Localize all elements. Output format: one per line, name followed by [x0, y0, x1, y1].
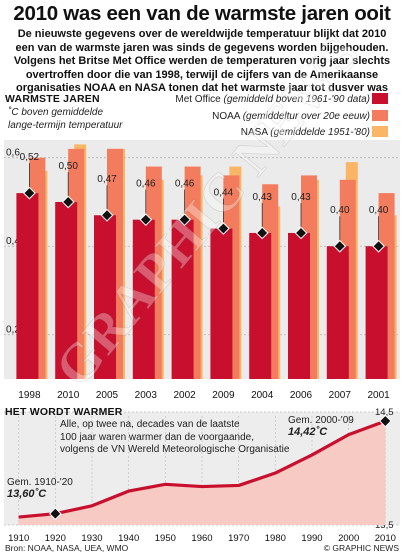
data-label: 0,52: [20, 152, 40, 163]
x-tick-label: 1920: [45, 533, 66, 544]
value-marker: [100, 208, 114, 222]
bar-met-office: [288, 232, 310, 379]
value-marker: [294, 226, 308, 240]
value-marker: [61, 195, 75, 209]
y-tick-label: 14,5: [375, 407, 394, 418]
credit: © GRAPHIC NEWS: [323, 543, 399, 553]
bar-met-office: [132, 219, 155, 379]
y-tick-label: 0,4: [6, 236, 20, 247]
x-tick-label: 2000: [338, 533, 359, 544]
x-tick-label: 1980: [265, 533, 286, 544]
bar-met-office: [365, 246, 388, 379]
series-line: [18, 419, 386, 519]
x-tick-label: 2002: [173, 390, 196, 401]
annotation-1910-20: Gem. 1910-'20 13,60˚C: [7, 477, 73, 500]
caption-line: volgens de VN Wereld Meteorologische Org…: [60, 444, 290, 455]
value-marker: [139, 213, 153, 227]
legend-note: (gemiddeltur over 20e eeuw): [242, 111, 370, 122]
legend-swatch-met-office: [372, 93, 388, 104]
legend-name: Met Office: [175, 94, 221, 105]
ylabel-line: ˚C boven gemiddelde: [8, 107, 104, 118]
x-tick-label: 1940: [118, 533, 139, 544]
x-tick-label: 2005: [96, 390, 119, 401]
y-tick-label: 0,2: [6, 325, 20, 336]
intro-line: een van de warmste jaren was sinds de ge…: [15, 41, 389, 54]
data-label: 0,44: [214, 188, 234, 199]
value-marker: [217, 222, 230, 235]
data-label: 0,43: [291, 192, 311, 203]
bar-chart-ylabel: ˚C boven gemiddelde lange-termijn temper…: [8, 107, 123, 132]
x-tick-label: 2010: [57, 390, 80, 401]
intro-line: organisaties NOAA en NASA tonen dat het …: [15, 82, 389, 95]
data-label: 0,43: [252, 192, 272, 203]
value-marker: [333, 239, 347, 253]
annotation-marker: [48, 507, 62, 521]
caption-line: Alle, op twee na, decades van de laatste: [60, 419, 240, 430]
intro-text: De nieuwste gegevens over de wereldwijde…: [2, 28, 402, 96]
bar-met-office: [16, 193, 39, 379]
x-tick-label: 1998: [18, 390, 41, 401]
bar-met-office: [249, 232, 272, 379]
data-label: 0,40: [330, 205, 350, 216]
x-tick-label: 1950: [155, 533, 176, 544]
x-tick-label: 1970: [228, 533, 249, 544]
x-tick-label: 2001: [367, 390, 390, 401]
annotation-value: 13,60˚C: [7, 488, 47, 500]
bar-chart: 0,2 0,4 0,6 0,52 1998 0,50 2010 0,47 2005 0,46 200…: [4, 140, 400, 401]
bar-met-office: [326, 246, 349, 379]
legend-swatch-nasa: [372, 126, 388, 137]
legend-entry-noaa: NOAA (gemiddeltur over 20e eeuw): [212, 111, 370, 122]
annotation-label: Gem. 1910-'20: [7, 477, 73, 488]
bar-met-office: [94, 215, 116, 379]
y-tick-label: 0,6: [6, 148, 20, 159]
legend-swatch-noaa: [372, 110, 388, 121]
legend-note: (gemiddelde 1951-'80): [270, 127, 370, 138]
x-tick-label: 2003: [135, 390, 158, 401]
x-tick-label: 1930: [81, 533, 102, 544]
annotation-marker: [378, 414, 392, 428]
intro-line: De nieuwste gegevens over de wereldwijde…: [17, 28, 387, 40]
intro-line: overtroffen door die van 1998, terwijl d…: [25, 68, 379, 81]
area-chart: 14,5 13,5 1910 1920 1930 1940 1950 1960 1970 1980…: [4, 407, 400, 544]
x-tick-label: 1990: [301, 533, 322, 544]
x-tick-label: 1910: [8, 533, 29, 544]
legend-name: NOAA: [212, 111, 240, 122]
page-title: 2010 was een van de warmste jaren ooit: [13, 2, 391, 25]
area-chart-caption: Alle, op twee na, decades van de laatste…: [60, 419, 290, 457]
source-note: Bron: NOAA, NASA, UEA, WMO: [5, 543, 129, 553]
area-chart-title: HET WORDT WARMER: [5, 406, 123, 418]
value-marker: [23, 186, 36, 200]
bar-met-office: [210, 228, 233, 379]
y-tick-label: 13,5: [375, 520, 394, 531]
x-tick-label: 2004: [251, 390, 274, 401]
x-tick-label: 2007: [329, 390, 352, 401]
annotation-value: 14,42˚C: [288, 426, 328, 438]
bar-met-office: [171, 219, 194, 379]
value-marker: [372, 239, 385, 253]
annotation-2000-09: Gem. 2000-'09 14,42˚C: [288, 415, 354, 438]
x-tick-label: 2009: [212, 390, 235, 401]
value-marker: [255, 226, 269, 240]
legend-entry-nasa: NASA (gemiddelde 1951-'80): [241, 127, 370, 138]
data-label: 0,50: [58, 161, 78, 172]
bar-met-office: [55, 201, 78, 379]
annotation-label: Gem. 2000-'09: [288, 415, 354, 426]
data-label: 0,40: [369, 205, 389, 216]
data-label: 0,46: [175, 179, 195, 190]
data-label: 0,47: [97, 174, 117, 185]
x-tick-label: 2006: [290, 390, 313, 401]
data-label: 0,46: [136, 179, 156, 190]
caption-line: 100 jaar waren warmer dan de voorgaande,: [60, 431, 255, 443]
x-tick-label: 2010: [375, 533, 396, 544]
legend-note: (gemiddeld boven 1961-'90 data): [223, 94, 370, 105]
ylabel-line: lange-termijn temperatuur: [8, 119, 123, 131]
intro-line: Volgens het Britse Met Office werden de …: [13, 55, 391, 68]
legend-entry-met-office: Met Office (gemiddeld boven 1961-'90 dat…: [175, 94, 370, 105]
x-tick-label: 1960: [191, 533, 212, 544]
bar-chart-title: WARMSTE JAREN: [5, 93, 100, 105]
value-marker: [178, 213, 191, 227]
legend-name: NASA: [240, 127, 268, 138]
